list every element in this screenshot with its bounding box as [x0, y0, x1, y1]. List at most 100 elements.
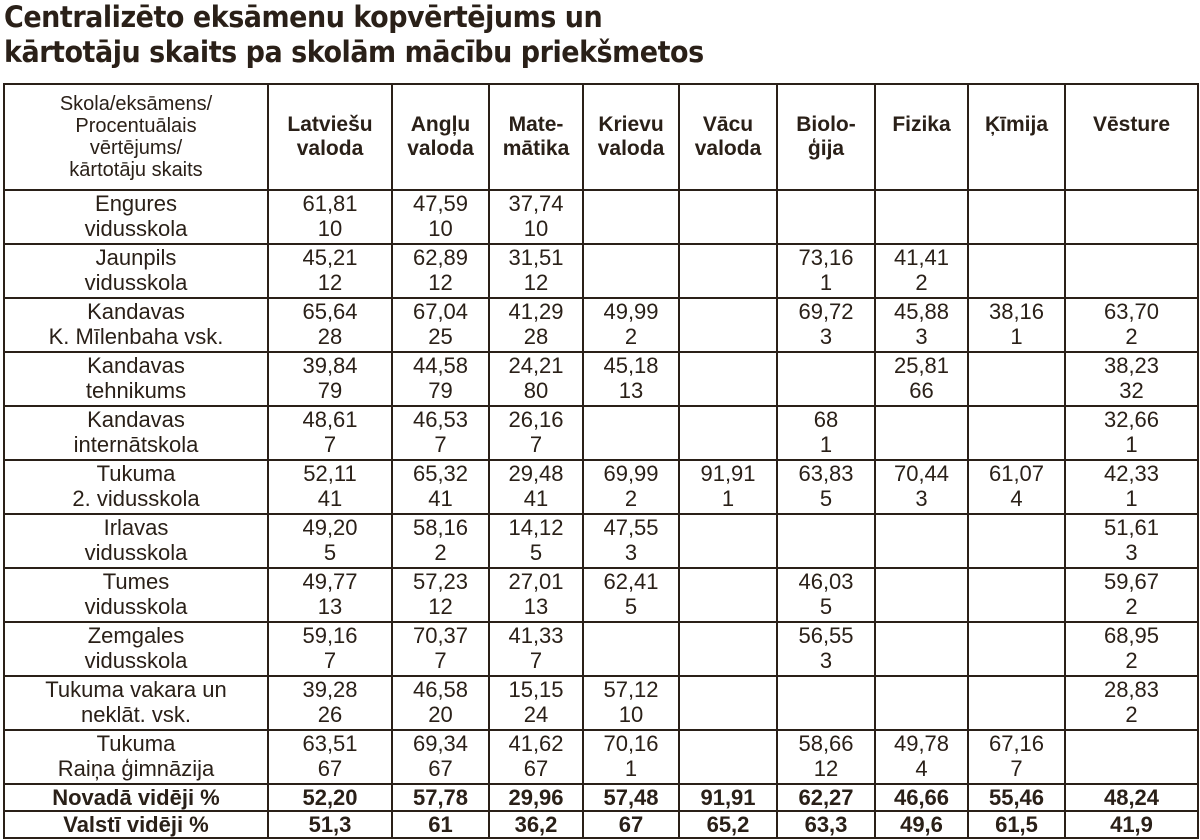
percent-score: 63,83: [798, 461, 854, 486]
percent-score: 69,72: [798, 299, 854, 324]
participant-count: 1: [721, 486, 735, 511]
participant-count: 2: [624, 324, 638, 349]
score-cell: 73,16 1: [776, 243, 876, 299]
score-cell: [678, 513, 778, 569]
score-cell: 56,55 3: [776, 621, 876, 677]
score-cell: 69,72 3: [776, 297, 876, 353]
school-name-line: 2. vidusskola: [72, 486, 200, 511]
participant-count: 20: [428, 702, 453, 727]
percent-score: 29,48: [508, 461, 564, 486]
subject-header: Fizika: [874, 83, 969, 191]
score-cell: 62,89 12: [391, 243, 490, 299]
score-cell: 65,32 41: [391, 459, 490, 515]
school-name-line: Zemgales: [87, 623, 185, 648]
subject-header-line: valoda: [407, 137, 474, 160]
participant-count: 12: [428, 270, 453, 295]
subject-header-line: Fizika: [892, 113, 951, 136]
participant-count: 5: [323, 540, 337, 565]
percent-score: 46,53: [412, 407, 469, 432]
subject-header-line: Angļu: [410, 113, 471, 136]
score-cell: [967, 567, 1066, 623]
percent-score: 39,28: [302, 677, 358, 702]
summary-value: 49,6: [874, 810, 969, 839]
participant-count: 7: [529, 648, 543, 673]
score-cell: 59,67 2: [1064, 567, 1199, 623]
score-cell: 39,28 26: [267, 675, 393, 731]
score-cell: 67,16 7: [967, 729, 1066, 785]
score-cell: 29,48 41: [488, 459, 584, 515]
subject-header-line: valoda: [296, 137, 364, 160]
school-name: Tukuma 2. vidusskola: [3, 459, 269, 515]
score-cell: [967, 513, 1066, 569]
percent-score: 41,41: [893, 245, 950, 270]
score-cell: 42,33 1: [1064, 459, 1199, 515]
participant-count: 2: [1125, 594, 1138, 619]
participant-count: 7: [434, 432, 447, 457]
summary-value: 57,48: [582, 783, 680, 812]
school-name-line: vidusskola: [84, 540, 188, 565]
participant-count: 67: [523, 756, 549, 781]
score-cell: 47,55 3: [582, 513, 680, 569]
score-cell: 48,61 7: [267, 405, 393, 461]
table-row: Tukuma Raiņa ģimnāzija 63,51 67 69,34 67 41,62…: [3, 729, 1199, 785]
summary-label: Valstī vidēji %: [3, 810, 269, 839]
score-cell: [776, 351, 876, 407]
school-name-line: Tukuma: [96, 731, 176, 756]
score-cell: [678, 297, 778, 353]
participant-count: 5: [624, 594, 638, 619]
participant-count: 2: [1125, 648, 1138, 673]
school-name: Kandavas internātskola: [3, 405, 269, 461]
school-name: Tukuma Raiņa ģimnāzija: [3, 729, 269, 785]
participant-count: 12: [428, 594, 453, 619]
score-cell: 24,21 80: [488, 351, 584, 407]
subject-header: Angļu valoda: [391, 83, 490, 191]
percent-score: 38,16: [988, 299, 1045, 324]
percent-score: 49,77: [302, 569, 358, 594]
score-cell: [678, 351, 778, 407]
percent-score: 57,12: [603, 677, 659, 702]
percent-score: 32,66: [1103, 407, 1160, 432]
school-name-line: Kandavas: [87, 407, 185, 432]
table-row: Tukuma vakara un neklāt. vsk. 39,28 26 46,58…: [3, 675, 1199, 731]
score-cell: 68 1: [776, 405, 876, 461]
subject-header: Krievu valoda: [582, 83, 680, 191]
school-name-line: internātskola: [73, 432, 199, 457]
results-table: Skola/eksāmens/ Procentuālais vērtējums/…: [3, 83, 1199, 839]
score-cell: 58,16 2: [391, 513, 490, 569]
score-cell: 59,16 7: [267, 621, 393, 677]
score-cell: 45,21 12: [267, 243, 393, 299]
table-row: Kandavas internātskola 48,61 7 46,53 7 26,16 7 6…: [3, 405, 1199, 461]
school-name: Kandavas tehnikums: [3, 351, 269, 407]
summary-value: 91,91: [678, 783, 778, 812]
school-name: Tukuma vakara un neklāt. vsk.: [3, 675, 269, 731]
school-name: Engures vidusskola: [3, 189, 269, 245]
participant-count: 41: [428, 486, 453, 511]
percent-score: 41,62: [508, 731, 564, 756]
summary-row: Valstī vidēji % 51,3 61 36,2 67 65,2 63,3 49,6 6…: [3, 810, 1199, 839]
score-cell: 45,88 3: [874, 297, 969, 353]
participant-count: 5: [819, 594, 833, 619]
school-name: Zemgales vidusskola: [3, 621, 269, 677]
subject-header: Biolo-ģija: [776, 83, 876, 191]
score-cell: [874, 189, 969, 245]
summary-value: 29,96: [488, 783, 584, 812]
subject-header-line: valoda: [694, 137, 762, 160]
participant-count: 7: [1010, 756, 1023, 781]
percent-score: 27,01: [508, 569, 564, 594]
score-cell: 26,16 7: [488, 405, 584, 461]
page-title: Centralizēto eksāmenu kopvērtējums un kā…: [4, 0, 704, 70]
participant-count: 67: [317, 756, 343, 781]
table-row: Zemgales vidusskola 59,16 7 70,37 7 41,33 7 56,5…: [3, 621, 1199, 677]
school-name-line: vidusskola: [84, 216, 188, 241]
participant-count: 10: [618, 702, 644, 727]
participant-count: 28: [317, 324, 343, 349]
summary-label: Novadā vidēji %: [3, 783, 269, 812]
school-name-line: tehnikums: [85, 378, 187, 403]
score-cell: 69,34 67: [391, 729, 490, 785]
percent-score: 69,34: [412, 731, 469, 756]
school-name-line: Irlavas: [103, 515, 169, 540]
percent-score: 24,21: [508, 353, 564, 378]
percent-score: 67,16: [988, 731, 1045, 756]
summary-value: 55,46: [967, 783, 1066, 812]
school-name-line: neklāt. vsk.: [80, 702, 192, 727]
